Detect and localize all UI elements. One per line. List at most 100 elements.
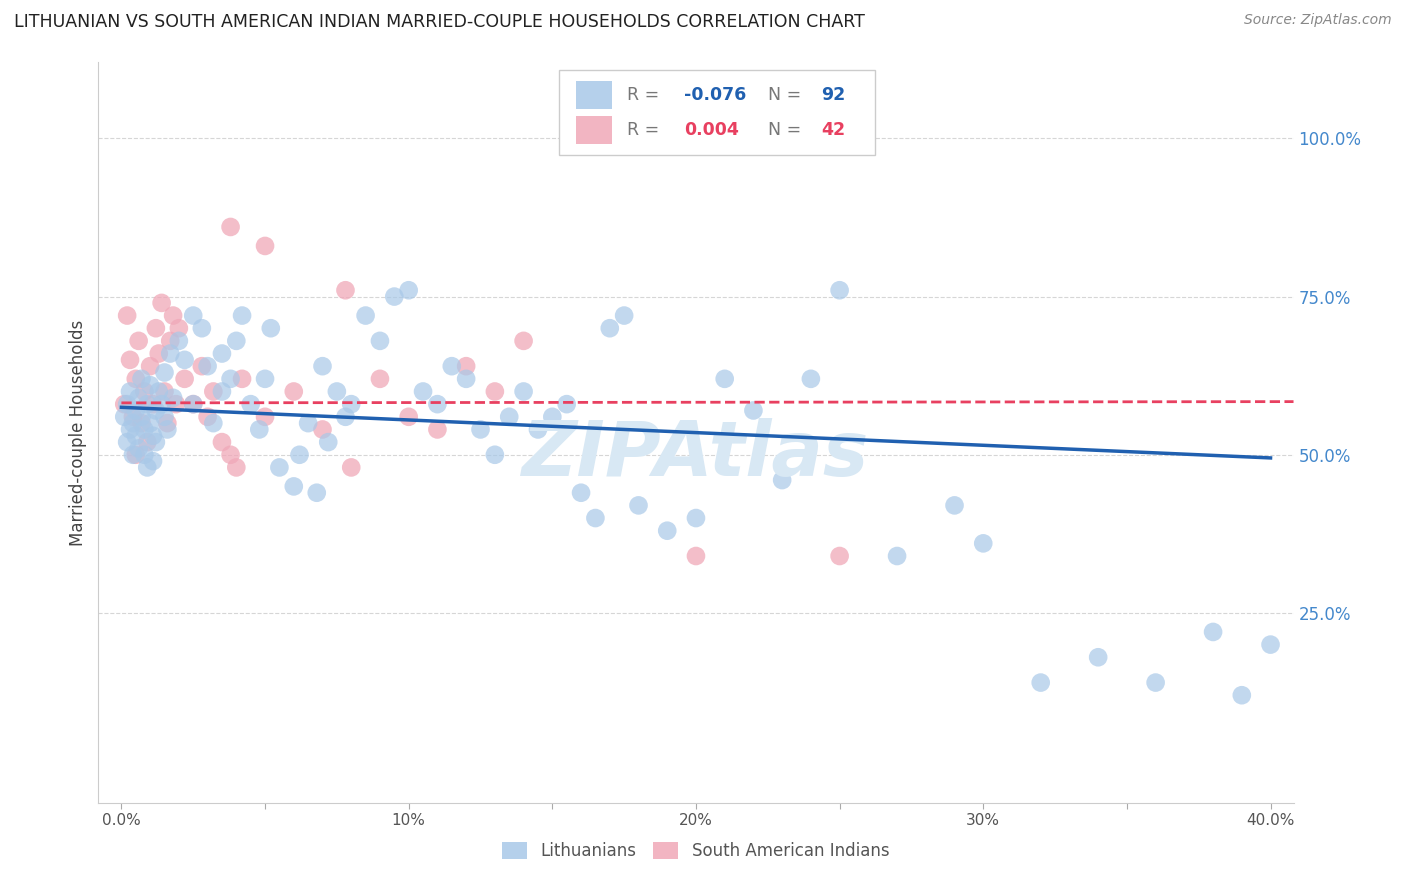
Point [311, 359, 333, 374]
Text: 42: 42 [821, 120, 845, 139]
Text: LITHUANIAN VS SOUTH AMERICAN INDIAN MARRIED-COUPLE HOUSEHOLDS CORRELATION CHART: LITHUANIAN VS SOUTH AMERICAN INDIAN MARR… [14, 13, 865, 31]
Point [125, 403, 148, 417]
Point [202, 416, 225, 430]
Point [1260, 638, 1282, 652]
Point [1202, 624, 1225, 639]
Point [685, 511, 707, 525]
Point [202, 384, 225, 399]
Point [156, 416, 179, 430]
Point [456, 359, 478, 374]
Point [148, 384, 170, 399]
Point [340, 397, 363, 411]
Point [139, 359, 162, 374]
Point [156, 422, 179, 436]
Point [283, 479, 305, 493]
Point [118, 384, 141, 399]
Text: N =: N = [768, 86, 807, 104]
Point [159, 346, 181, 360]
Point [742, 403, 765, 417]
Point [153, 384, 176, 399]
Point [231, 309, 253, 323]
Point [484, 384, 506, 399]
Text: 92: 92 [821, 86, 845, 104]
Point [685, 549, 707, 563]
Point [770, 473, 793, 487]
Text: R =: R = [627, 86, 665, 104]
Point [326, 384, 349, 399]
Point [335, 409, 357, 424]
Point [131, 416, 153, 430]
Point [211, 346, 233, 360]
Point [115, 435, 138, 450]
Point [239, 397, 262, 411]
Point [145, 321, 167, 335]
Point [599, 321, 621, 335]
Point [541, 409, 564, 424]
Point [335, 283, 357, 297]
Point [153, 366, 176, 380]
Point [112, 409, 135, 424]
Point [191, 321, 214, 335]
Point [128, 334, 150, 348]
Point [512, 334, 534, 348]
Point [165, 397, 187, 411]
Point [125, 429, 148, 443]
Point [136, 435, 159, 450]
Point [150, 296, 173, 310]
Point [368, 372, 391, 386]
Point [211, 435, 233, 450]
Point [426, 422, 449, 436]
Point [118, 422, 141, 436]
Point [305, 485, 328, 500]
Point [800, 372, 823, 386]
Point [231, 372, 253, 386]
Point [131, 409, 153, 424]
Point [145, 403, 167, 417]
Point [122, 416, 145, 430]
Point [613, 309, 636, 323]
Text: R =: R = [627, 120, 665, 139]
Point [583, 511, 606, 525]
Text: Source: ZipAtlas.com: Source: ZipAtlas.com [1244, 13, 1392, 28]
Point [254, 409, 277, 424]
Point [139, 378, 162, 392]
Point [115, 397, 138, 411]
Legend: Lithuanians, South American Indians: Lithuanians, South American Indians [494, 834, 898, 869]
Point [219, 219, 242, 234]
Point [288, 448, 311, 462]
Point [269, 460, 291, 475]
Point [125, 448, 148, 462]
Point [555, 397, 578, 411]
Point [181, 309, 204, 323]
Point [713, 372, 735, 386]
Point [412, 384, 434, 399]
Point [657, 524, 679, 538]
Point [145, 435, 167, 450]
Point [354, 309, 377, 323]
Point [569, 485, 592, 500]
Point [527, 422, 550, 436]
Point [112, 397, 135, 411]
Point [297, 416, 319, 430]
Point [311, 422, 333, 436]
Point [254, 239, 277, 253]
Point [134, 422, 156, 436]
Point [1087, 650, 1109, 665]
Point [131, 372, 153, 386]
Point [368, 334, 391, 348]
Point [627, 499, 650, 513]
Point [181, 397, 204, 411]
Point [972, 536, 994, 550]
Point [1230, 688, 1253, 702]
Point [181, 397, 204, 411]
Point [283, 384, 305, 399]
Text: 0.004: 0.004 [685, 120, 740, 139]
Point [484, 448, 506, 462]
Point [139, 416, 162, 430]
Point [470, 422, 492, 436]
Point [125, 372, 148, 386]
Point [134, 384, 156, 399]
Bar [576, 116, 613, 144]
Point [162, 391, 184, 405]
Point [191, 359, 214, 374]
